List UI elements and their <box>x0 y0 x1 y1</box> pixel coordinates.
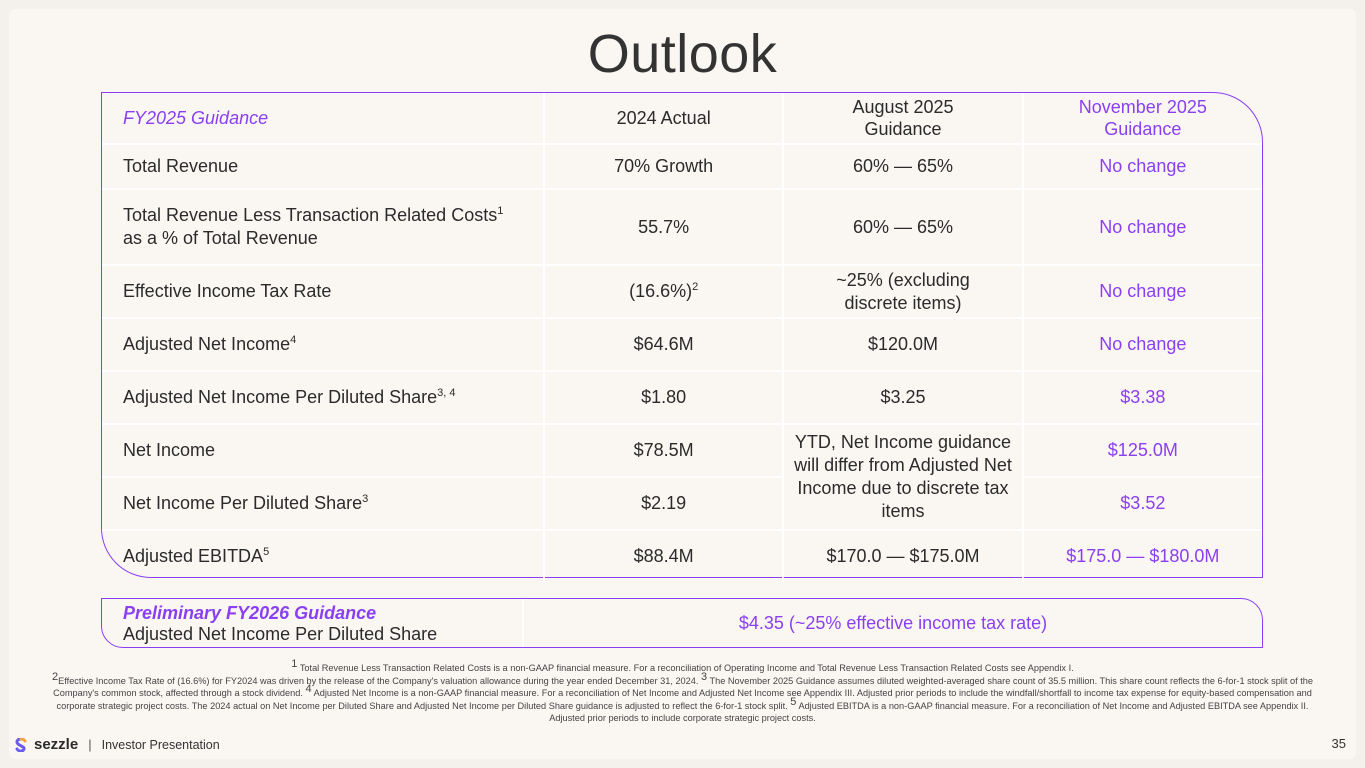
row-label-text: Adjusted EBITDA <box>123 546 264 566</box>
footnote-4: Adjusted Net Income is a non-GAAP financ… <box>56 688 1312 711</box>
actual-cell: 55.7% <box>544 189 785 266</box>
slide: Outlook FY2025 Guidance 2024 Actual Augu… <box>9 9 1356 759</box>
row-label-text: Net Income <box>123 440 216 460</box>
august-cell: 60% — 65% <box>783 144 1024 190</box>
page-number: 35 <box>1331 736 1346 751</box>
row-label: Net Income Per Diluted Share3 <box>102 477 545 531</box>
row-label-text-line2: as a % of Total Revenue <box>123 228 318 248</box>
header-november-2025: November 2025 Guidance <box>1022 93 1262 145</box>
footnote-ref: 2 <box>692 281 699 293</box>
august-value: ~25% (excluding discrete items) <box>836 269 970 313</box>
row-label: Total Revenue Less Transaction Related C… <box>102 189 545 266</box>
august-cell-merged: YTD, Net Income guidance will differ fro… <box>783 424 1024 531</box>
table-row: Total Revenue 70% Growth 60% — 65% No ch… <box>102 144 1262 190</box>
table-row: Effective Income Tax Rate (16.6%)2 ~25% … <box>102 265 1262 319</box>
footnote-number: 3 <box>701 670 708 683</box>
actual-value: (16.6%) <box>629 281 693 301</box>
row-label: Effective Income Tax Rate <box>102 265 545 319</box>
actual-cell: $88.4M <box>544 530 785 582</box>
footnote-ref: 4 <box>290 334 297 346</box>
row-label: Adjusted Net Income Per Diluted Share3, … <box>102 371 545 425</box>
august-cell: ~25% (excluding discrete items) <box>783 265 1024 319</box>
table-row: Net Income Per Diluted Share3 $2.19 $3.5… <box>102 477 1262 531</box>
divider <box>522 599 524 647</box>
row-label: Adjusted Net Income4 <box>102 318 545 372</box>
footnote-number: 4 <box>305 682 312 695</box>
footnote-3: The November 2025 Guidance assumes dilut… <box>53 675 1313 699</box>
november-cell: No change <box>1022 189 1262 266</box>
footnotes: 1 Total Revenue Less Transaction Related… <box>49 658 1316 725</box>
sezzle-logo-text: sezzle <box>34 736 79 753</box>
row-label-text: Adjusted Net Income <box>123 334 291 354</box>
preliminary-guidance-box: Preliminary FY2026 Guidance Adjusted Net… <box>101 598 1263 648</box>
table-header-row: FY2025 Guidance 2024 Actual August 2025 … <box>102 93 1262 145</box>
august-cell: 60% — 65% <box>783 189 1024 266</box>
august-cell: $120.0M <box>783 318 1024 372</box>
row-label-text: Effective Income Tax Rate <box>123 281 332 301</box>
preliminary-title: Preliminary FY2026 Guidance <box>123 603 377 623</box>
table-row: Adjusted Net Income Per Diluted Share3, … <box>102 371 1262 425</box>
november-cell: $3.52 <box>1022 477 1262 531</box>
guidance-table-box: FY2025 Guidance 2024 Actual August 2025 … <box>101 92 1263 582</box>
preliminary-label: Preliminary FY2026 Guidance Adjusted Net… <box>123 603 523 645</box>
header-august-2025: August 2025 Guidance <box>783 93 1024 145</box>
footer-separator: | <box>88 737 92 752</box>
footnote-number: 5 <box>790 695 797 708</box>
header-2024-actual: 2024 Actual <box>544 93 785 145</box>
footnote-ref: 1 <box>497 205 504 217</box>
sezzle-logo-icon <box>15 737 27 752</box>
guidance-table: FY2025 Guidance 2024 Actual August 2025 … <box>102 93 1262 582</box>
footnote-ref: 5 <box>263 546 270 558</box>
row-label: Adjusted EBITDA5 <box>102 530 545 582</box>
table-row: Adjusted Net Income4 $64.6M $120.0M No c… <box>102 318 1262 372</box>
actual-cell: 70% Growth <box>544 144 785 190</box>
actual-cell: $64.6M <box>544 318 785 372</box>
footnote-ref: 3, 4 <box>437 387 456 399</box>
page-title: Outlook <box>587 24 778 84</box>
footnote-number: 2 <box>52 670 59 683</box>
preliminary-subtitle: Adjusted Net Income Per Diluted Share <box>123 624 438 644</box>
actual-cell: $2.19 <box>544 477 785 531</box>
header-november-text: November 2025 Guidance <box>1078 97 1207 139</box>
row-label-text: Total Revenue Less Transaction Related C… <box>123 205 498 225</box>
row-label: Total Revenue <box>102 144 545 190</box>
actual-cell: $78.5M <box>544 424 785 478</box>
table-row: Net Income $78.5M YTD, Net Income guidan… <box>102 424 1262 531</box>
header-august-text: August 2025 Guidance <box>852 97 954 139</box>
august-cell: $3.25 <box>783 371 1024 425</box>
footnote-2: Effective Income Tax Rate of (16.6%) for… <box>58 675 699 686</box>
footnote-5: Adjusted EBITDA is a non-GAAP financial … <box>549 700 1309 724</box>
august-value: YTD, Net Income guidance will differ fro… <box>794 432 1012 521</box>
table-row: Total Revenue Less Transaction Related C… <box>102 189 1262 266</box>
actual-cell: $1.80 <box>544 371 785 425</box>
footnote-ref: 3 <box>362 493 369 505</box>
header-fy2025-guidance: FY2025 Guidance <box>102 93 545 145</box>
november-cell: No change <box>1022 265 1262 319</box>
row-label-text: Total Revenue <box>123 156 239 176</box>
footnote-number: 1 <box>291 657 298 670</box>
november-cell: $175.0 — $180.0M <box>1066 546 1220 566</box>
row-label-text: Net Income Per Diluted Share <box>123 493 363 513</box>
actual-cell: (16.6%)2 <box>544 265 785 319</box>
november-cell: $3.38 <box>1022 371 1262 425</box>
footer: sezzle | Investor Presentation <box>14 736 220 753</box>
november-cell: No change <box>1022 318 1262 372</box>
august-cell: $170.0 — $175.0M <box>783 530 1024 582</box>
november-cell: No change <box>1022 144 1262 190</box>
row-label: Net Income <box>102 424 545 478</box>
row-label-text: Adjusted Net Income Per Diluted Share <box>123 387 438 407</box>
footer-label: Investor Presentation <box>101 737 220 752</box>
table-row: Adjusted EBITDA5 $88.4M $170.0 — $175.0M… <box>102 530 1262 582</box>
footnote-1: Total Revenue Less Transaction Related C… <box>299 663 1074 673</box>
november-cell: $125.0M <box>1022 424 1262 478</box>
preliminary-value: $4.35 (~25% effective income tax rate) <box>738 613 1048 633</box>
